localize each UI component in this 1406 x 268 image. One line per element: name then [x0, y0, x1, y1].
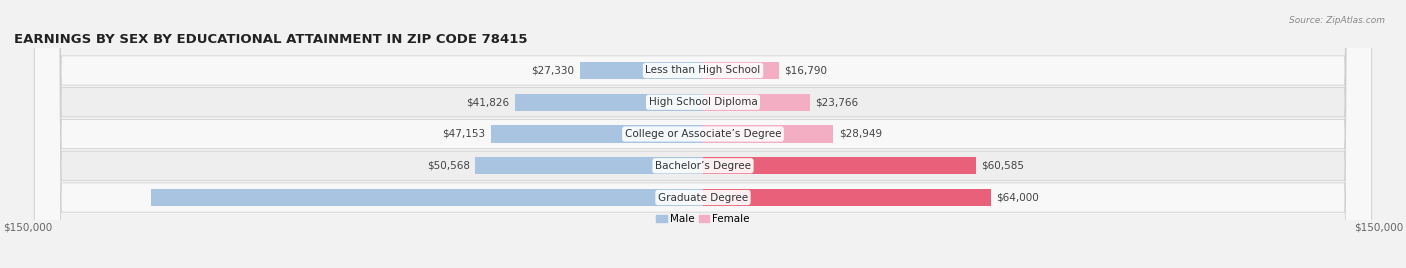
Text: $16,790: $16,790 — [785, 65, 827, 76]
Text: $64,000: $64,000 — [997, 192, 1039, 203]
Bar — [703, 94, 810, 111]
Text: $50,568: $50,568 — [427, 161, 470, 171]
Text: $27,330: $27,330 — [531, 65, 575, 76]
FancyBboxPatch shape — [34, 0, 1372, 268]
Text: $47,153: $47,153 — [441, 129, 485, 139]
Text: Less than High School: Less than High School — [645, 65, 761, 76]
FancyBboxPatch shape — [34, 0, 1372, 268]
Text: Graduate Degree: Graduate Degree — [658, 192, 748, 203]
FancyBboxPatch shape — [34, 0, 1372, 268]
Bar — [475, 157, 703, 174]
Text: $28,949: $28,949 — [839, 129, 882, 139]
Text: $60,585: $60,585 — [981, 161, 1024, 171]
Bar — [703, 157, 976, 174]
Bar — [703, 125, 834, 143]
Bar — [703, 62, 779, 79]
Bar — [152, 189, 703, 206]
Bar — [579, 62, 703, 79]
Text: High School Diploma: High School Diploma — [648, 97, 758, 107]
Text: College or Associate’s Degree: College or Associate’s Degree — [624, 129, 782, 139]
Bar — [515, 94, 703, 111]
Text: $122,525: $122,525 — [675, 192, 730, 203]
Text: $41,826: $41,826 — [467, 97, 509, 107]
Legend: Male, Female: Male, Female — [652, 210, 754, 228]
Bar — [703, 189, 991, 206]
Text: EARNINGS BY SEX BY EDUCATIONAL ATTAINMENT IN ZIP CODE 78415: EARNINGS BY SEX BY EDUCATIONAL ATTAINMEN… — [14, 33, 527, 46]
Text: $23,766: $23,766 — [815, 97, 859, 107]
Text: Bachelor’s Degree: Bachelor’s Degree — [655, 161, 751, 171]
Text: Source: ZipAtlas.com: Source: ZipAtlas.com — [1289, 16, 1385, 25]
FancyBboxPatch shape — [34, 0, 1372, 268]
Bar — [491, 125, 703, 143]
FancyBboxPatch shape — [34, 0, 1372, 268]
